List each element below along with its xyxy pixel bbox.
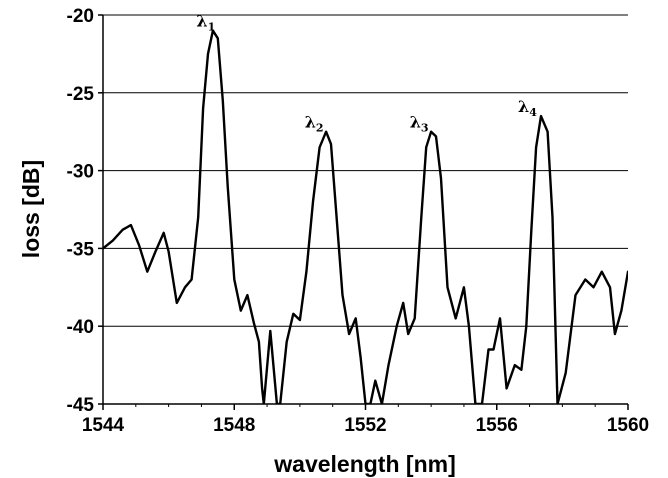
y-tick-labels: -20 -25 -30 -35 -40 -45 [67, 6, 95, 416]
x-tick-label: 1548 [213, 415, 255, 436]
data-series [103, 29, 628, 404]
y-tick-label: -45 [67, 395, 95, 416]
peak-label-subscript: 4 [529, 106, 537, 119]
x-tick-labels: 1544 1548 1552 1556 1560 [82, 415, 649, 436]
y-tick-label: -20 [67, 6, 94, 27]
peak-label-base: λ [518, 97, 529, 116]
x-tick-label: 1552 [344, 415, 386, 436]
y-axis-title: loss [dB] [18, 160, 44, 258]
peak-label-lambda-1: λ1 [196, 12, 215, 34]
x-tick-label: 1560 [607, 415, 649, 436]
loss-curve [103, 29, 628, 404]
y-tick-label: -40 [67, 317, 94, 338]
axes [98, 14, 629, 410]
peak-label-lambda-2: λ2 [305, 113, 324, 135]
peak-label-lambda-3: λ3 [410, 113, 429, 135]
peak-label-base: λ [410, 113, 421, 132]
x-axis-title: wavelength [nm] [273, 451, 455, 477]
peak-label-base: λ [305, 113, 316, 132]
peak-label-base: λ [196, 12, 207, 31]
peak-label-subscript: 1 [208, 21, 216, 34]
y-tick-label: -30 [67, 162, 94, 183]
peak-label-subscript: 3 [421, 122, 429, 135]
y-tick-label: -35 [67, 239, 95, 260]
x-tick-label: 1544 [82, 415, 125, 436]
y-tick-label: -25 [67, 84, 95, 105]
peak-label-lambda-4: λ4 [518, 97, 537, 119]
peak-label-subscript: 2 [316, 122, 324, 135]
x-tick-label: 1556 [476, 415, 518, 436]
gridlines [103, 14, 628, 405]
